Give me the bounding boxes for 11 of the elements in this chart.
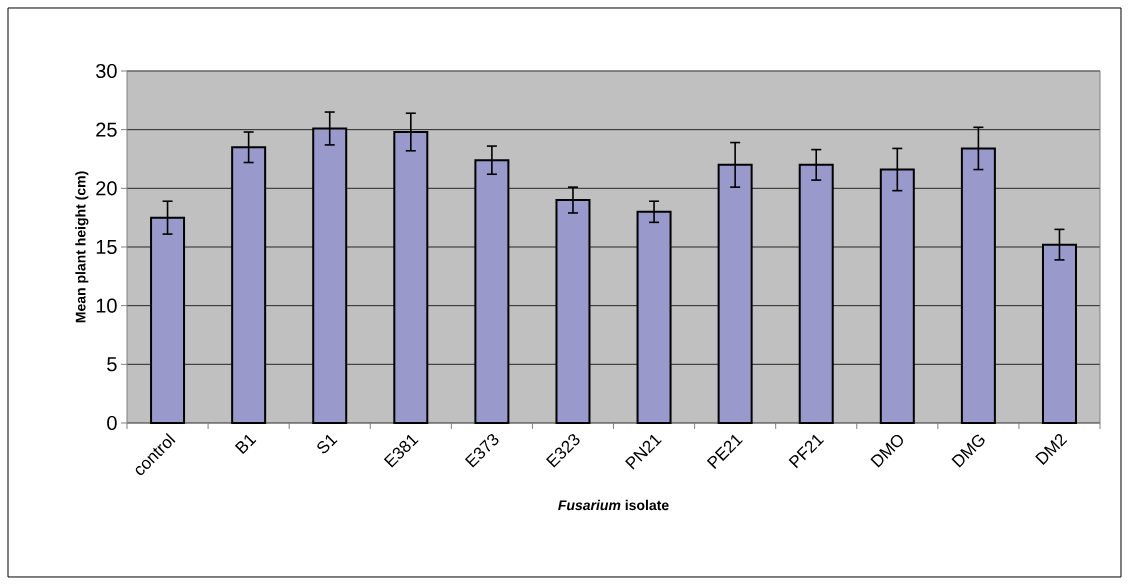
y-tick-label: 25: [96, 122, 117, 137]
x-axis-title: Fusarium isolate: [558, 499, 669, 511]
x-tick-label: S1: [317, 434, 338, 454]
y-axis-title: Mean plant height (cm): [75, 171, 89, 323]
y-tick-label: 30: [96, 63, 117, 79]
y-tick-label: 0: [107, 415, 117, 431]
y-tick-label: 15: [96, 240, 117, 254]
x-tick-label: B1: [234, 434, 257, 455]
y-tick-label: 10: [96, 298, 117, 313]
y-tick-label: 20: [96, 181, 117, 196]
y-tick-label: 5: [107, 357, 117, 372]
